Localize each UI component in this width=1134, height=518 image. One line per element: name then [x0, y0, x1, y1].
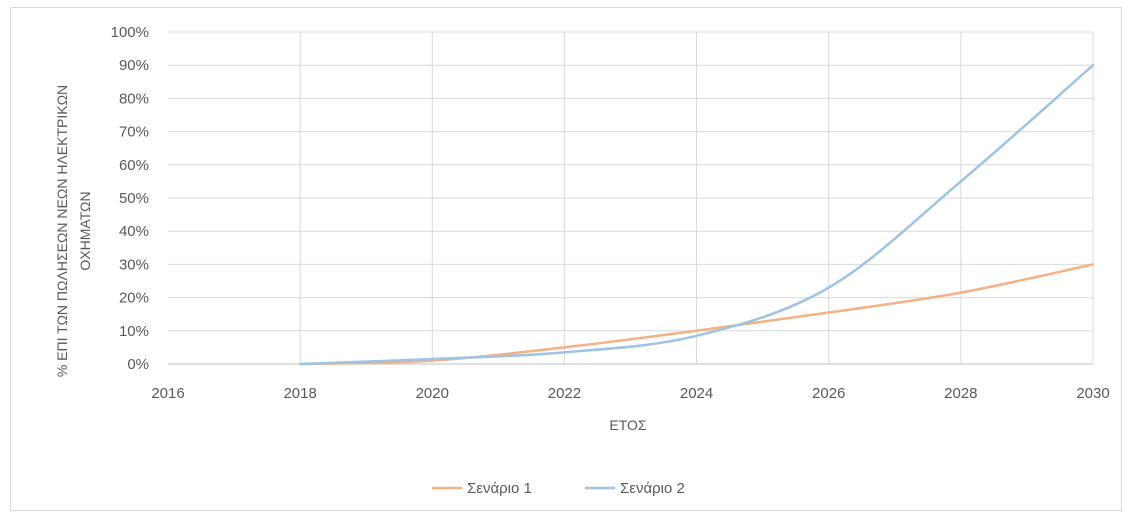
x-tick-label: 2020	[416, 385, 449, 402]
y-tick-label: 40%	[119, 223, 149, 240]
legend: Σενάριο 1 Σενάριο 2	[432, 480, 685, 497]
x-tick-label: 2022	[548, 385, 581, 402]
legend-label-1: Σενάριο 1	[467, 480, 532, 497]
y-axis-title-line1: % ΕΠΙ ΤΩΝ ΠΩΛΗΣΕΩΝ ΝΕΩΝ ΗΛΕΚΤΡΙΚΩΝ	[54, 85, 70, 377]
y-axis-title-line2: ΟΧΗΜΑΤΩΝ	[77, 191, 93, 270]
x-tick-label: 2018	[283, 385, 316, 402]
y-tick-label: 30%	[119, 256, 149, 273]
series-line-2	[298, 63, 1095, 366]
x-tick-label: 2016	[151, 385, 184, 402]
series-line-1	[298, 263, 1095, 366]
y-tick-label: 10%	[119, 323, 149, 340]
grid	[168, 31, 1094, 365]
y-tick-label: 80%	[119, 90, 149, 107]
x-axis-ticks: 2016 2018 2020 2022 2024 2026 2028 2030	[151, 385, 1109, 402]
y-tick-label: 60%	[119, 157, 149, 174]
x-tick-label: 2028	[944, 385, 977, 402]
y-tick-label: 90%	[119, 57, 149, 74]
x-tick-label: 2024	[680, 385, 713, 402]
y-axis-ticks: 0% 10% 20% 30% 40% 50% 60% 70% 80% 90% 100%	[111, 24, 149, 373]
y-tick-label: 100%	[111, 24, 149, 41]
x-tick-label: 2026	[812, 385, 845, 402]
y-tick-label: 0%	[127, 356, 149, 373]
y-tick-label: 70%	[119, 124, 149, 141]
chart-frame	[10, 7, 1122, 511]
series-lines	[298, 63, 1095, 366]
x-axis-title: ΕΤΟΣ	[609, 417, 647, 433]
legend-label-2: Σενάριο 2	[620, 480, 685, 497]
y-tick-label: 50%	[119, 190, 149, 207]
y-tick-label: 20%	[119, 290, 149, 307]
x-tick-label: 2030	[1076, 385, 1109, 402]
